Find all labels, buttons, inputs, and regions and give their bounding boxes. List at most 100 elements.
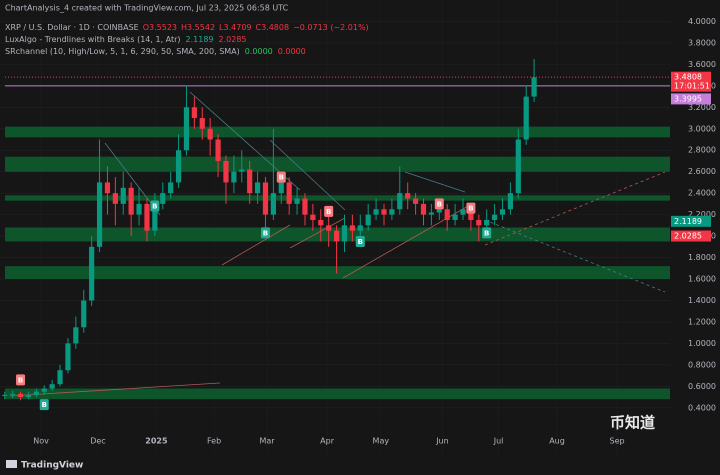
price-label: 2.1189 <box>674 217 702 226</box>
signal-label: B <box>484 229 489 237</box>
candle-body <box>223 160 229 183</box>
trendline <box>269 139 346 211</box>
signal-label: B <box>42 401 47 409</box>
price-label-box <box>671 215 711 227</box>
ohlc-value: H3.5542 <box>181 23 215 32</box>
candle-body <box>25 394 32 398</box>
y-tick-label: 1.8000 <box>688 253 716 262</box>
signals: B B B B B B B B B B <box>16 171 492 411</box>
candle-body <box>254 182 261 194</box>
price-axis: 0.4000 0.6000 0.8000 1.0000 1.2000 1.4000 1.60… <box>671 17 716 412</box>
candle-body <box>10 393 16 395</box>
indicator-value: 2.0285 <box>219 35 247 44</box>
candle-body <box>144 203 150 231</box>
indicator-line: SRchannel (10, High/Low, 5, 1, 6, 290, 5… <box>5 47 306 56</box>
candle-body <box>278 182 284 194</box>
indicator-name: SRchannel (10, High/Low, 5, 1, 6, 290, 5… <box>5 47 240 56</box>
sr-zones <box>5 126 670 400</box>
candle-body <box>484 219 490 226</box>
y-tick-label: 1.2000 <box>688 317 716 326</box>
y-tick-label: 0.8000 <box>688 360 716 369</box>
trendline <box>484 219 666 293</box>
indicator-value: 2.1189 <box>186 35 214 44</box>
x-tick-label: Aug <box>549 437 565 446</box>
x-tick-label: 2025 <box>145 437 168 446</box>
candle-body <box>247 169 253 194</box>
candle-body <box>270 193 276 215</box>
header: ChartAnalysis_4 created with TradingView… <box>5 4 369 56</box>
price-label: 3.4808 <box>674 73 702 82</box>
candle-body <box>65 343 71 371</box>
time-axis: Nov Dec 2025 Feb Mar Apr May Jun Jul Aug Sep <box>33 437 624 446</box>
candle-body <box>444 209 450 220</box>
candle-body <box>160 193 166 204</box>
candle-body <box>460 209 466 215</box>
y-tick-label: 2.6000 <box>688 167 716 176</box>
candle-body <box>428 212 434 215</box>
candle-body <box>436 209 442 213</box>
candle-body <box>476 219 482 226</box>
sr-zone <box>5 388 670 400</box>
indicator-value: 0.0000 <box>245 47 273 56</box>
y-tick-label: 1.4000 <box>688 296 716 305</box>
candle-body <box>531 77 537 97</box>
candle-body <box>523 96 529 140</box>
signal-label: B <box>326 208 331 216</box>
candle-body <box>286 182 292 204</box>
candle-body <box>168 182 174 194</box>
indicator-name: LuxAlgo - Trendlines with Breaks (14, 1,… <box>5 35 181 44</box>
candle-body <box>17 393 24 398</box>
y-tick-label: 1.0000 <box>688 339 716 348</box>
candle-body <box>96 182 103 247</box>
price-countdown: 17:01:51 <box>674 82 710 91</box>
price-label: 2.0285 <box>674 232 702 241</box>
signal-label: B <box>437 200 442 208</box>
sr-zone <box>5 266 670 280</box>
signal-label: B <box>152 203 157 211</box>
signal-label: B <box>279 174 284 182</box>
indicator-value: 0.0000 <box>278 47 306 56</box>
price-label-box <box>671 93 711 105</box>
y-tick-label: 3.0000 <box>688 124 716 133</box>
candle-body <box>136 203 142 215</box>
signal-box <box>150 200 160 212</box>
y-tick-label: 0.4000 <box>688 403 716 412</box>
signal-label: B <box>18 376 23 384</box>
ohlc-value: −0.0713 (−2.01%) <box>293 23 369 32</box>
candle-body <box>381 209 387 215</box>
signal-box <box>16 374 26 386</box>
candle-body <box>365 214 371 226</box>
trendline <box>289 217 346 249</box>
candle-body <box>333 230 340 242</box>
candle-body <box>215 139 221 161</box>
y-tick-label: 2.4000 <box>688 189 716 198</box>
candle-body <box>491 214 498 220</box>
candle-body <box>57 370 63 385</box>
x-tick-label: Feb <box>207 437 221 446</box>
candle-body <box>310 214 316 220</box>
candle-body <box>231 171 237 183</box>
price-lines <box>5 76 670 87</box>
candle-body <box>294 198 300 204</box>
candle-body <box>175 150 182 183</box>
candle-body <box>33 391 39 395</box>
candle-body <box>468 209 474 220</box>
candle-body <box>73 327 79 344</box>
y-tick-label: 3.2000 <box>688 103 716 112</box>
candle-body <box>389 209 395 215</box>
candle-body <box>405 193 411 199</box>
price-label-box <box>671 71 711 92</box>
candle-body <box>191 107 197 119</box>
x-tick-label: Dec <box>90 437 105 446</box>
watermark: 币知道 <box>610 414 655 432</box>
y-tick-label: 3.6000 <box>688 60 716 69</box>
x-tick-label: Sep <box>610 437 625 446</box>
signal-box <box>260 227 270 239</box>
sr-zone <box>5 156 670 172</box>
symbol-line: XRP / U.S. Dollar · 1D · COINBASE O3.5523… <box>5 23 369 32</box>
candle-body <box>128 187 134 215</box>
y-tick-label: 1.6000 <box>688 275 716 284</box>
candle-body <box>515 139 521 194</box>
ohlc-value: C3.4808 <box>256 23 290 32</box>
